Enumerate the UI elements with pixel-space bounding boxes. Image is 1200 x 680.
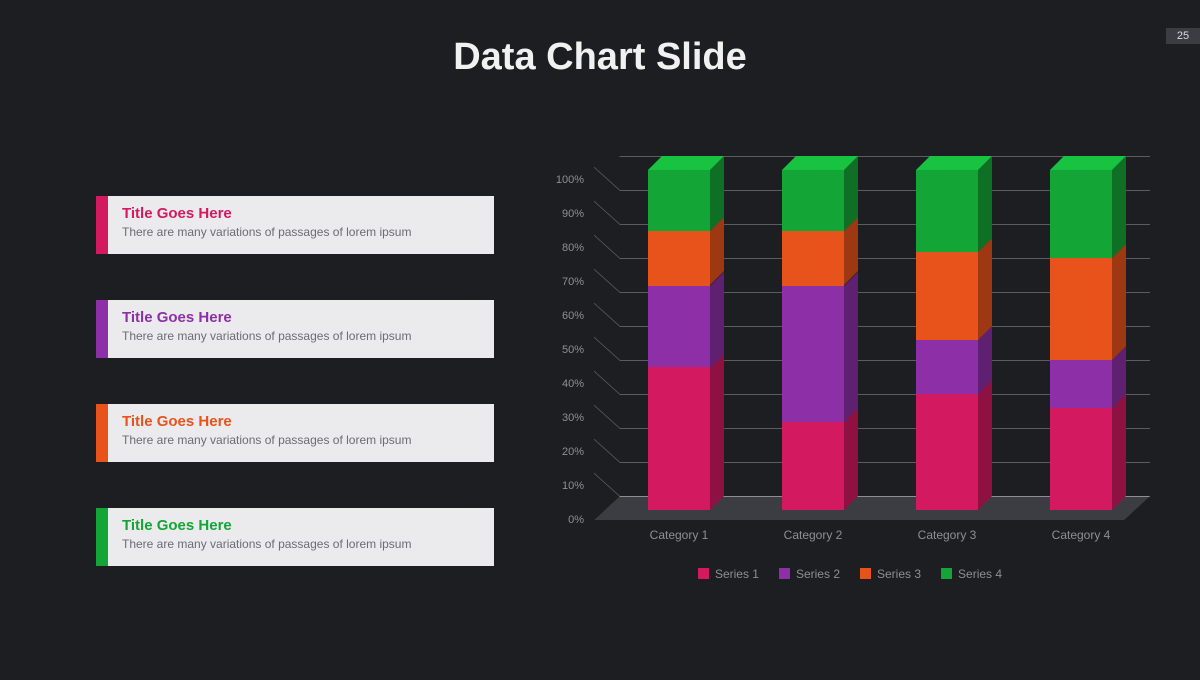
info-box-desc: There are many variations of passages of… <box>122 225 480 239</box>
bar-segment-side <box>978 156 992 252</box>
info-box-body: Title Goes Here There are many variations… <box>108 508 494 566</box>
bar-segment <box>916 394 978 510</box>
legend-swatch <box>941 568 952 579</box>
chart: 0% 10% 20% 30% 40% 50% 60% 70% 80% 90% 100% Catego… <box>540 156 1160 616</box>
y-tick-label: 90% <box>562 208 584 220</box>
info-box-stripe <box>96 508 108 566</box>
bar-segment <box>782 286 844 422</box>
legend-item: Series 3 <box>860 567 921 581</box>
info-box-body: Title Goes Here There are many variations… <box>108 404 494 462</box>
legend-label: Series 4 <box>958 567 1002 581</box>
bar-segment <box>782 422 844 510</box>
info-box-title: Title Goes Here <box>122 517 480 535</box>
bar-segment <box>648 286 710 368</box>
info-box: Title Goes Here There are many variations… <box>96 508 494 566</box>
bar-segment <box>648 367 710 510</box>
bar-segment <box>782 231 844 285</box>
info-box-desc: There are many variations of passages of… <box>122 329 480 343</box>
bar-segment <box>648 231 710 285</box>
chart-plot <box>594 156 1150 556</box>
y-tick-label: 70% <box>562 276 584 288</box>
bar-segment <box>648 170 710 231</box>
info-box: Title Goes Here There are many variations… <box>96 300 494 358</box>
legend-item: Series 2 <box>779 567 840 581</box>
legend-label: Series 3 <box>877 567 921 581</box>
bar-segment-side <box>978 380 992 510</box>
chart-legend: Series 1 Series 2 Series 3 Series 4 <box>540 566 1160 584</box>
legend-label: Series 1 <box>715 567 759 581</box>
info-box-stripe <box>96 404 108 462</box>
chart-side-wall <box>594 156 620 496</box>
bar-segment <box>916 340 978 394</box>
legend-label: Series 2 <box>796 567 840 581</box>
y-tick-label: 0% <box>568 514 584 526</box>
y-tick-label: 20% <box>562 446 584 458</box>
bar-segment <box>916 252 978 340</box>
y-tick-label: 60% <box>562 310 584 322</box>
category-label: Category 2 <box>784 528 843 542</box>
info-box-body: Title Goes Here There are many variations… <box>108 300 494 358</box>
info-box-title: Title Goes Here <box>122 309 480 327</box>
info-box-body: Title Goes Here There are many variations… <box>108 196 494 254</box>
legend-swatch <box>698 568 709 579</box>
slide-title: Data Chart Slide <box>0 0 1200 79</box>
info-box-desc: There are many variations of passages of… <box>122 433 480 447</box>
info-box-title: Title Goes Here <box>122 205 480 223</box>
info-box: Title Goes Here There are many variations… <box>96 404 494 462</box>
y-tick-label: 50% <box>562 344 584 356</box>
y-tick-label: 10% <box>562 480 584 492</box>
category-label: Category 3 <box>918 528 977 542</box>
info-box-list: Title Goes Here There are many variations… <box>96 196 494 612</box>
legend-item: Series 4 <box>941 567 1002 581</box>
bar-segment-side <box>1112 394 1126 510</box>
y-tick-label: 80% <box>562 242 584 254</box>
bar-segment-side <box>1112 156 1126 258</box>
legend-swatch <box>779 568 790 579</box>
y-tick-label: 100% <box>556 174 584 186</box>
chart-bars <box>620 156 1150 496</box>
page-number: 25 <box>1166 28 1200 44</box>
category-label: Category 1 <box>650 528 709 542</box>
info-box: Title Goes Here There are many variations… <box>96 196 494 254</box>
legend-item: Series 1 <box>698 567 759 581</box>
bar-segment-side <box>844 272 858 422</box>
info-box-title: Title Goes Here <box>122 413 480 431</box>
slide: 25 Data Chart Slide Title Goes Here There… <box>0 0 1200 680</box>
bar-segment-side <box>710 353 724 510</box>
y-tick-label: 40% <box>562 378 584 390</box>
category-label: Category 4 <box>1052 528 1111 542</box>
bar-segment-side <box>1112 244 1126 360</box>
bar-segment <box>1050 170 1112 258</box>
bar-segment <box>1050 408 1112 510</box>
bar-segment <box>782 170 844 231</box>
info-box-stripe <box>96 300 108 358</box>
y-axis-labels: 0%10%20%30%40%50%60%70%80%90%100% <box>540 180 588 520</box>
info-box-desc: There are many variations of passages of… <box>122 537 480 551</box>
legend-swatch <box>860 568 871 579</box>
bar-segment <box>1050 360 1112 408</box>
bar-segment-side <box>844 408 858 510</box>
bar-segment-side <box>710 272 724 368</box>
info-box-stripe <box>96 196 108 254</box>
bar-segment <box>1050 258 1112 360</box>
category-labels: Category 1 Category 2 Category 3 Category 4 <box>594 528 1150 548</box>
y-tick-label: 30% <box>562 412 584 424</box>
bar-segment <box>916 170 978 252</box>
bar-segment-side <box>978 238 992 340</box>
